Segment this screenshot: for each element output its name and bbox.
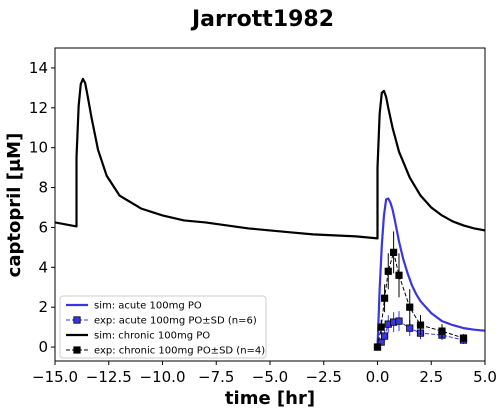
y-tick-label: 4 <box>38 258 48 276</box>
series-4-point <box>380 294 389 302</box>
y-tick-label: 2 <box>38 298 48 316</box>
x-tick-label: −10.0 <box>140 368 186 386</box>
series-2-point <box>380 332 389 340</box>
series-1-line <box>376 197 485 348</box>
series-4-point <box>416 321 425 329</box>
x-tick-label: −7.5 <box>198 368 234 386</box>
series-2-point <box>395 317 403 325</box>
legend-entry-label: sim: chronic 100mg PO <box>94 331 210 342</box>
x-axis-ticks: −15.0 −12.5 −10.0 −7.5 −5.0 −2.5 0.0 2.5 5.0 <box>32 361 497 386</box>
series-4-point <box>395 271 403 279</box>
y-tick-label: 14 <box>29 59 48 77</box>
legend: sim: acute 100mg PO exp: acute 100mg PO±S… <box>59 295 267 359</box>
series-4-point <box>459 334 468 342</box>
series-4-point <box>384 267 392 275</box>
series-4-point <box>377 323 385 331</box>
series-4-point <box>373 343 382 351</box>
y-tick-label: 8 <box>38 179 48 197</box>
legend-box <box>59 295 267 359</box>
legend-entry-label: sim: acute 100mg PO <box>94 301 202 312</box>
y-tick-label: 0 <box>38 338 48 356</box>
y-axis-ticks: 0 2 4 6 8 10 12 14 <box>29 59 55 356</box>
legend-swatch-marker <box>73 316 81 324</box>
x-tick-label: −15.0 <box>32 368 78 386</box>
y-tick-label: 6 <box>38 218 48 236</box>
series-2-point <box>406 324 414 332</box>
x-axis-label: time [hr] <box>225 388 315 409</box>
series-3-line <box>55 77 485 240</box>
chart-title: Jarrott1982 <box>190 7 334 32</box>
x-tick-label: −5.0 <box>252 368 288 386</box>
plot-content <box>55 77 485 351</box>
legend-entry-label: exp: acute 100mg PO±SD (n=6) <box>94 316 257 327</box>
legend-entry-label: exp: chronic 100mg PO±SD (n=4) <box>94 346 265 357</box>
legend-swatch-marker <box>73 346 81 354</box>
x-tick-label: −2.5 <box>306 368 342 386</box>
series-4-point <box>406 303 414 311</box>
y-tick-label: 10 <box>29 139 48 157</box>
plot-area <box>54 47 486 362</box>
x-tick-label: −12.5 <box>86 368 132 386</box>
x-tick-label: 2.5 <box>419 368 443 386</box>
y-axis-label: captopril [μM] <box>4 133 25 278</box>
series-4-point <box>438 327 446 335</box>
series-4-point <box>390 248 398 256</box>
x-tick-label: 0.0 <box>366 368 390 386</box>
y-tick-label: 12 <box>29 99 48 117</box>
x-tick-label: 5.0 <box>473 368 497 386</box>
